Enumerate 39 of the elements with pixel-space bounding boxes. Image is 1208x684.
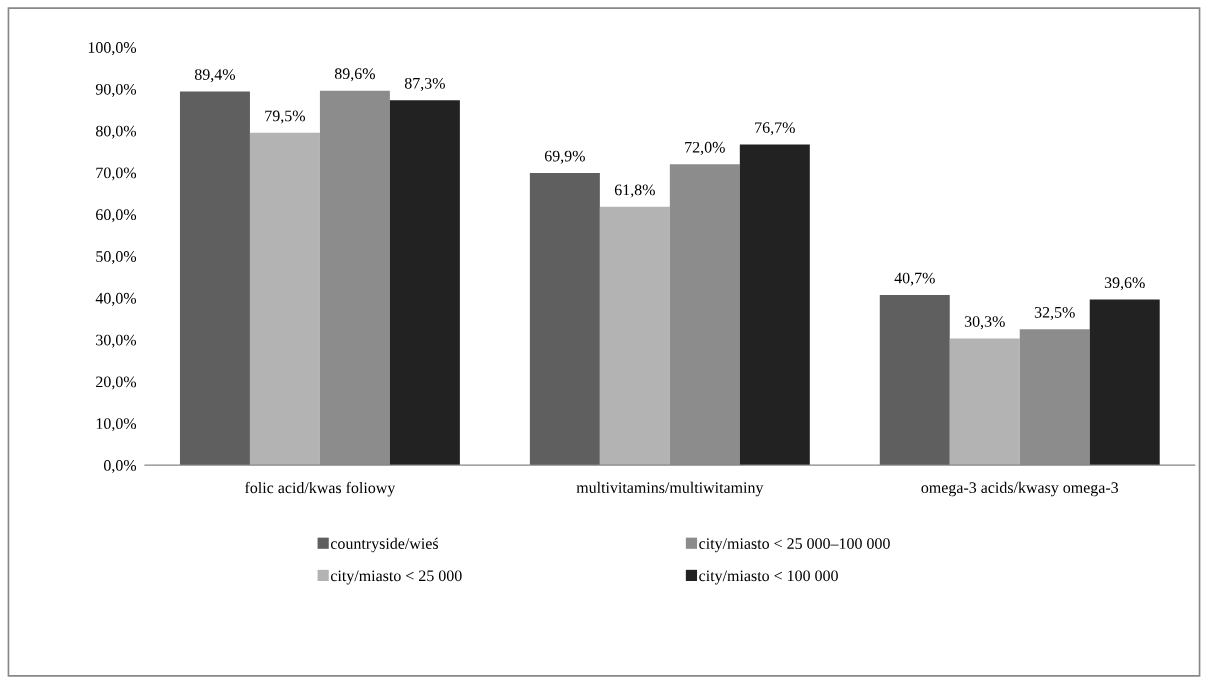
bar (529, 172, 600, 466)
y-tick-label: 70,0% (96, 167, 137, 181)
bar (1089, 299, 1160, 466)
bar (389, 100, 460, 466)
y-tick-label: 100,0% (88, 42, 137, 56)
data-label: 72,0% (685, 141, 725, 155)
bar (739, 144, 810, 466)
x-tick-label: multivitamins/multiwitaminy (576, 481, 764, 497)
x-tick-label: folic acid/kwas foliowy (245, 481, 396, 497)
data-label: 76,7% (755, 122, 795, 136)
data-label: 69,9% (544, 150, 585, 164)
data-label: 87,3% (404, 77, 445, 91)
data-label: 89,4% (194, 69, 236, 83)
data-label: 89,6% (334, 68, 375, 82)
x-tick-label: omega-3 acids/kwasy omega-3 (921, 481, 1119, 497)
y-tick-label: 50,0% (96, 251, 137, 265)
y-tick-label: 90,0% (95, 83, 137, 97)
legend-label: city/miasto < 25 000–100 000 (699, 538, 890, 553)
data-label: 61,8% (614, 184, 655, 198)
bar (949, 338, 1020, 466)
data-label: 32,5% (1034, 306, 1075, 321)
data-label: 40,7% (894, 272, 935, 286)
bar (249, 132, 320, 466)
y-tick-label: 60,0% (96, 209, 137, 223)
legend-label: city/miasto < 25 000 (330, 570, 462, 585)
bar (599, 206, 670, 466)
y-tick-label: 80,0% (95, 125, 137, 139)
data-label: 79,5% (265, 110, 306, 124)
y-tick-label: 10,0% (96, 418, 137, 432)
y-tick-label: 20,0% (96, 376, 137, 390)
y-tick-label: 30,0% (96, 334, 137, 348)
bar (879, 295, 950, 466)
data-label: 30,3% (964, 316, 1005, 330)
y-tick-label: 0,0% (103, 460, 137, 474)
legend-label: city/miasto < 100 000 (699, 570, 838, 585)
bar (179, 91, 250, 466)
data-label: 39,6% (1104, 277, 1145, 291)
legend-label: countryside/wieś (330, 537, 439, 553)
y-tick-label: 40,0% (95, 292, 137, 306)
